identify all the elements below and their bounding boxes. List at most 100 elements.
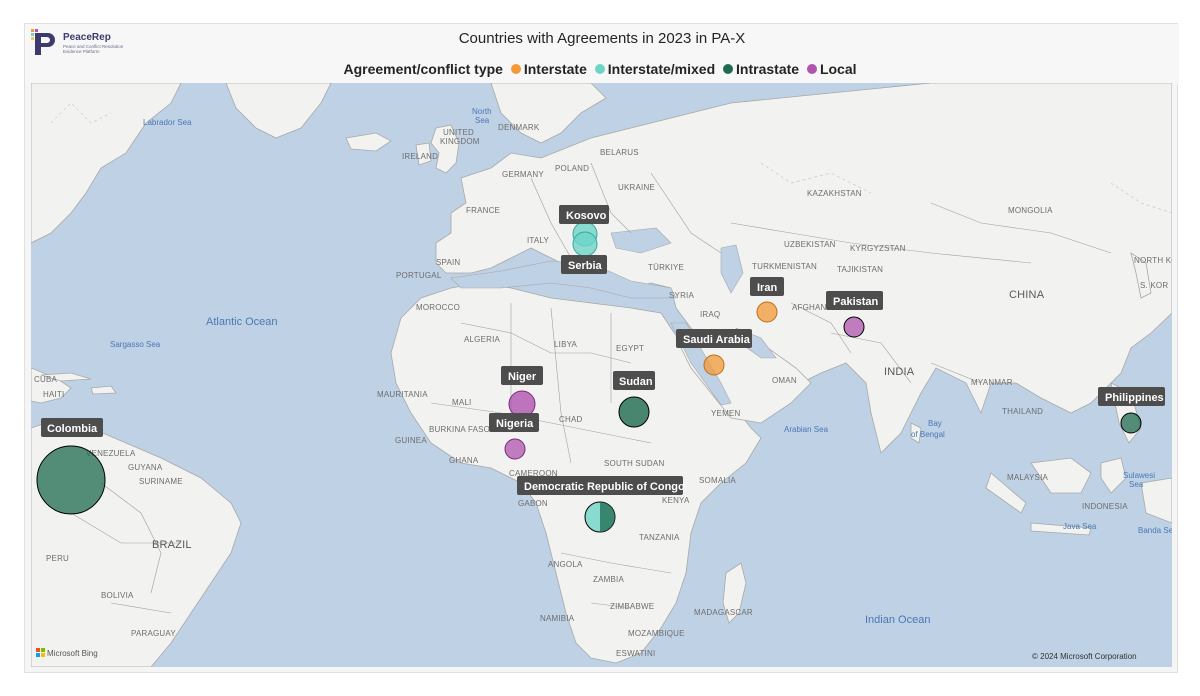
map-label: KINGDOM xyxy=(440,137,480,146)
map-label: ALGERIA xyxy=(464,335,501,344)
bubble-philippines[interactable] xyxy=(1120,412,1142,434)
tooltip-serbia: Serbia xyxy=(561,255,607,274)
bubble-serbia[interactable] xyxy=(572,231,598,257)
ireland-land xyxy=(415,142,432,166)
bubble-iran[interactable] xyxy=(756,301,778,323)
map-label: NORTH KO xyxy=(1134,256,1172,265)
map-label: KAZAKHSTAN xyxy=(807,189,862,198)
legend-item-interstate[interactable]: Interstate xyxy=(523,61,587,77)
tooltip-label: Niger xyxy=(508,371,537,383)
map-label: UNITED xyxy=(443,128,474,137)
tooltip-bg xyxy=(559,205,609,224)
map-label: SOMALIA xyxy=(699,476,736,485)
tooltip-label: Nigeria xyxy=(496,418,534,430)
border-line xyxy=(930,362,982,384)
border-line xyxy=(590,162,632,234)
map-label: ESWATINI xyxy=(616,649,655,658)
legend-item-local[interactable]: Local xyxy=(819,61,857,77)
map-labels: Labrador Sea North Sea DENMARK UNITED KI… xyxy=(34,107,1172,658)
tooltip-label: Colombia xyxy=(47,423,98,435)
black-sea xyxy=(610,227,672,254)
new-guinea-land xyxy=(1140,477,1172,524)
map-label: Sea xyxy=(1129,480,1144,489)
tooltip-label: Sudan xyxy=(619,376,653,388)
map-label: CAMEROON xyxy=(509,469,558,478)
bubble-saudi-arabia[interactable] xyxy=(703,354,725,376)
map-label: MAURITANIA xyxy=(377,390,428,399)
tooltip-bg xyxy=(1098,387,1165,406)
copyright-notice: © 2024 Microsoft Corporation xyxy=(1032,652,1137,661)
report-header: PeaceRep Peace and Conflict Resolution E… xyxy=(25,24,1179,84)
sulawesi-land xyxy=(1100,457,1127,494)
tooltip-pakistan: Pakistan xyxy=(826,291,883,310)
border-line xyxy=(460,322,632,364)
borneo-land xyxy=(1030,457,1092,494)
map-label: IRAQ xyxy=(700,310,720,319)
map-svg[interactable]: Labrador Sea North Sea DENMARK UNITED KI… xyxy=(31,83,1172,667)
tooltip-niger: Niger xyxy=(501,366,543,385)
map-label: KYRGYZSTAN xyxy=(850,244,906,253)
tooltip-label: Saudi Arabia xyxy=(683,334,751,346)
map-label: SPAIN xyxy=(436,258,460,267)
tooltip-bg xyxy=(501,366,543,385)
tooltip-label: Kosovo xyxy=(566,210,607,222)
bubble-drc[interactable] xyxy=(584,501,616,533)
cuba-land xyxy=(40,372,92,382)
map-label: MONGOLIA xyxy=(1008,206,1053,215)
map-label: FRANCE xyxy=(466,206,500,215)
border-line xyxy=(530,177,572,259)
peacerep-logo-icon xyxy=(31,29,55,55)
tooltip-label: Pakistan xyxy=(833,296,879,308)
map-label: GHANA xyxy=(449,456,479,465)
legend-item-intrastate[interactable]: Intrastate xyxy=(736,61,800,77)
map-label: BURKINA FASO xyxy=(429,425,490,434)
map-label: MOROCCO xyxy=(416,303,460,312)
tooltip-colombia: Colombia xyxy=(41,418,103,437)
country-borders xyxy=(70,162,1112,614)
map-label: DENMARK xyxy=(498,123,540,132)
map-label: PERU xyxy=(46,554,69,563)
map-label: Java Sea xyxy=(1063,522,1097,531)
map-label: YEMEN xyxy=(711,409,740,418)
greenland-land xyxy=(225,83,332,139)
tooltip-bg xyxy=(676,329,752,348)
logo-subtitle: Peace and Conflict Resolution Evidence P… xyxy=(63,44,124,54)
map-label: THAILAND xyxy=(1002,407,1043,416)
map-label: POLAND xyxy=(555,164,589,173)
sumatra-land xyxy=(985,472,1027,514)
tooltip-bg xyxy=(613,371,655,390)
africa-land xyxy=(390,282,762,664)
legend-title: Agreement/conflict type xyxy=(343,61,503,77)
map-label: Sea xyxy=(475,116,490,125)
map-label: ITALY xyxy=(527,236,550,245)
bubble-drc-slice[interactable] xyxy=(600,502,615,532)
border-line xyxy=(110,602,172,614)
legend-item-interstate-mixed[interactable]: Interstate/mixed xyxy=(607,61,716,77)
map-label: SOUTH SUDAN xyxy=(604,459,664,468)
map-label: North xyxy=(472,107,492,116)
map-label: BELARUS xyxy=(600,148,639,157)
map-label: NAMIBIA xyxy=(540,614,575,623)
logo-name: PeaceRep xyxy=(63,32,111,43)
bubble-nigeria[interactable] xyxy=(504,438,526,460)
bubble-pakistan[interactable] xyxy=(843,316,865,338)
map-label: HAITI xyxy=(43,390,64,399)
tooltip-kosovo: Kosovo xyxy=(559,205,609,224)
legend-dot-intrastate xyxy=(723,64,734,74)
tooltip-bg xyxy=(826,291,883,310)
map-label: INDONESIA xyxy=(1082,502,1128,511)
bubble-colombia[interactable] xyxy=(36,445,106,515)
tooltip-bg xyxy=(750,277,784,296)
legend-dot-local xyxy=(806,64,817,74)
border-line xyxy=(1110,182,1172,214)
map-canvas[interactable]: Labrador Sea North Sea DENMARK UNITED KI… xyxy=(31,83,1172,667)
map-label: CUBA xyxy=(34,375,57,384)
mediterranean-sea xyxy=(450,260,677,299)
map-label: MOZAMBIQUE xyxy=(628,629,685,638)
map-label: ZAMBIA xyxy=(593,575,624,584)
legend: Agreement/conflict type Interstate Inter… xyxy=(25,61,1179,77)
map-label: KENYA xyxy=(662,496,690,505)
bubble-sudan[interactable] xyxy=(618,396,650,428)
japan-land xyxy=(1130,252,1152,299)
border-line xyxy=(430,402,652,444)
